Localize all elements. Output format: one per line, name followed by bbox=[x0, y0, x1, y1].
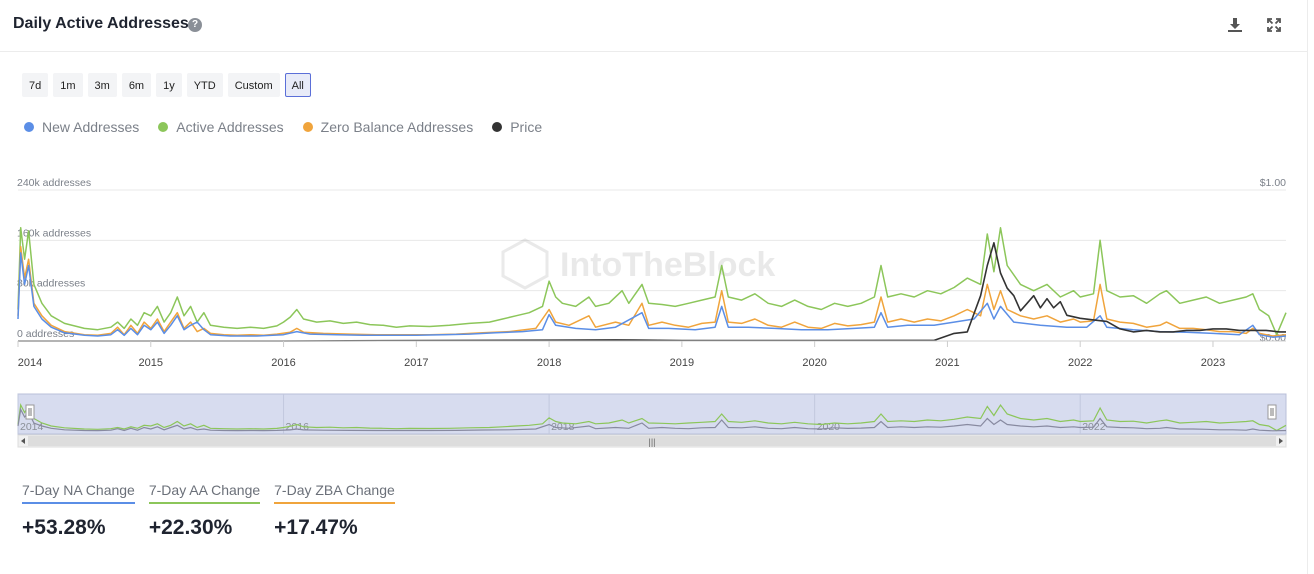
legend-dot-icon bbox=[24, 122, 34, 132]
range-button-6m[interactable]: 6m bbox=[121, 73, 152, 97]
y-tick-label: 160k addresses bbox=[17, 227, 91, 239]
panel-border bbox=[1307, 0, 1308, 574]
chart-legend: New Addresses Active Addresses Zero Balanc… bbox=[24, 119, 542, 135]
range-button-1m[interactable]: 1m bbox=[53, 73, 83, 97]
stat-7-day-zba-change: 7-Day ZBA Change +17.47% bbox=[274, 482, 395, 540]
navigator-left-handle[interactable] bbox=[25, 404, 35, 420]
stat-label: 7-Day NA Change bbox=[22, 482, 135, 504]
range-button-ytd[interactable]: YTD bbox=[186, 73, 223, 97]
legend-dot-icon bbox=[492, 122, 503, 132]
navigator-right-handle[interactable] bbox=[1267, 404, 1277, 420]
range-button-1y[interactable]: 1y bbox=[156, 73, 182, 97]
stat-value: +17.47% bbox=[274, 516, 358, 539]
chart-navigator[interactable]: 2014 2016 2018 2020 2022||| bbox=[0, 392, 1300, 452]
main-chart[interactable]: 240k addresses 160k addresses 80k addresse… bbox=[0, 170, 1300, 375]
x-tick-label: 2018 bbox=[537, 357, 561, 369]
stat-label: 7-Day AA Change bbox=[148, 482, 261, 504]
range-button-7d[interactable]: 7d bbox=[22, 73, 49, 97]
page-title: Daily Active Addresses bbox=[13, 15, 189, 32]
range-button-custom[interactable]: Custom bbox=[227, 73, 280, 97]
series-line-zero-balance-addresses[interactable] bbox=[17, 245, 1287, 337]
download-icon[interactable] bbox=[1226, 16, 1244, 34]
watermark: IntoTheBlock bbox=[501, 238, 775, 290]
legend-item-zero-balance-addresses[interactable]: Zero Balance Addresses bbox=[302, 119, 474, 135]
legend-item-active-addresses[interactable]: Active Addresses bbox=[158, 119, 284, 135]
y-tick-label: 80k addresses bbox=[17, 278, 85, 290]
series-line-new-addresses[interactable] bbox=[17, 252, 1287, 338]
y-right-tick-label: $1.00 bbox=[1260, 177, 1286, 189]
chart-header: Daily Active Addresses ? bbox=[0, 0, 1308, 52]
y-tick-label: 240k addresses bbox=[17, 177, 91, 189]
legend-dot-icon bbox=[158, 122, 169, 132]
navigator-series-line bbox=[17, 403, 1287, 432]
legend-label: Active Addresses bbox=[176, 119, 284, 135]
scroll-left-arrow-icon[interactable] bbox=[21, 438, 25, 444]
scrollbar-grip: ||| bbox=[648, 437, 655, 447]
navigator-series-line bbox=[17, 407, 1287, 432]
help-icon[interactable]: ? bbox=[188, 18, 202, 32]
y-tick-label: 0 addresses bbox=[17, 328, 74, 340]
x-tick-label: 2019 bbox=[670, 357, 694, 369]
scrollbar-thumb[interactable] bbox=[28, 436, 1276, 446]
legend-dot-icon bbox=[302, 122, 313, 132]
x-tick-label: 2020 bbox=[802, 357, 826, 369]
watermark-logo-icon bbox=[501, 238, 549, 290]
stats-row: 7-Day NA Change +53.28% 7-Day AA Change +22… bbox=[22, 482, 395, 540]
x-tick-label: 2017 bbox=[404, 357, 428, 369]
x-tick-label: 2023 bbox=[1201, 357, 1225, 369]
legend-item-new-addresses[interactable]: New Addresses bbox=[24, 119, 139, 135]
x-tick-label: 2015 bbox=[139, 357, 163, 369]
stat-label: 7-Day ZBA Change bbox=[274, 482, 395, 504]
series-line-price[interactable] bbox=[18, 242, 1286, 342]
legend-label: New Addresses bbox=[42, 119, 140, 135]
legend-label: Zero Balance Addresses bbox=[320, 119, 474, 135]
range-button-3m[interactable]: 3m bbox=[87, 73, 117, 97]
x-tick-label: 2014 bbox=[18, 357, 42, 369]
navigator-tick-label: 2018 bbox=[551, 421, 575, 433]
legend-item-price[interactable]: Price bbox=[492, 119, 542, 135]
series-line-active-addresses[interactable] bbox=[17, 227, 1287, 336]
range-selector: 7d 1m 3m 6m 1y YTD Custom All bbox=[22, 73, 311, 97]
x-tick-label: 2022 bbox=[1068, 357, 1092, 369]
stat-value: +53.28% bbox=[22, 516, 106, 539]
stat-value: +22.30% bbox=[148, 516, 233, 539]
stat-7-day-na-change: 7-Day NA Change +53.28% bbox=[22, 482, 135, 540]
range-button-all[interactable]: All bbox=[284, 73, 311, 97]
scroll-right-arrow-icon[interactable] bbox=[1279, 438, 1283, 444]
x-tick-label: 2021 bbox=[935, 357, 959, 369]
legend-label: Price bbox=[510, 119, 543, 135]
stat-7-day-aa-change: 7-Day AA Change +22.30% bbox=[148, 482, 261, 540]
x-tick-label: 2016 bbox=[271, 357, 295, 369]
expand-icon[interactable] bbox=[1265, 16, 1283, 34]
watermark-text: IntoTheBlock bbox=[560, 246, 775, 284]
navigator-tick-label: 2014 bbox=[20, 421, 44, 433]
